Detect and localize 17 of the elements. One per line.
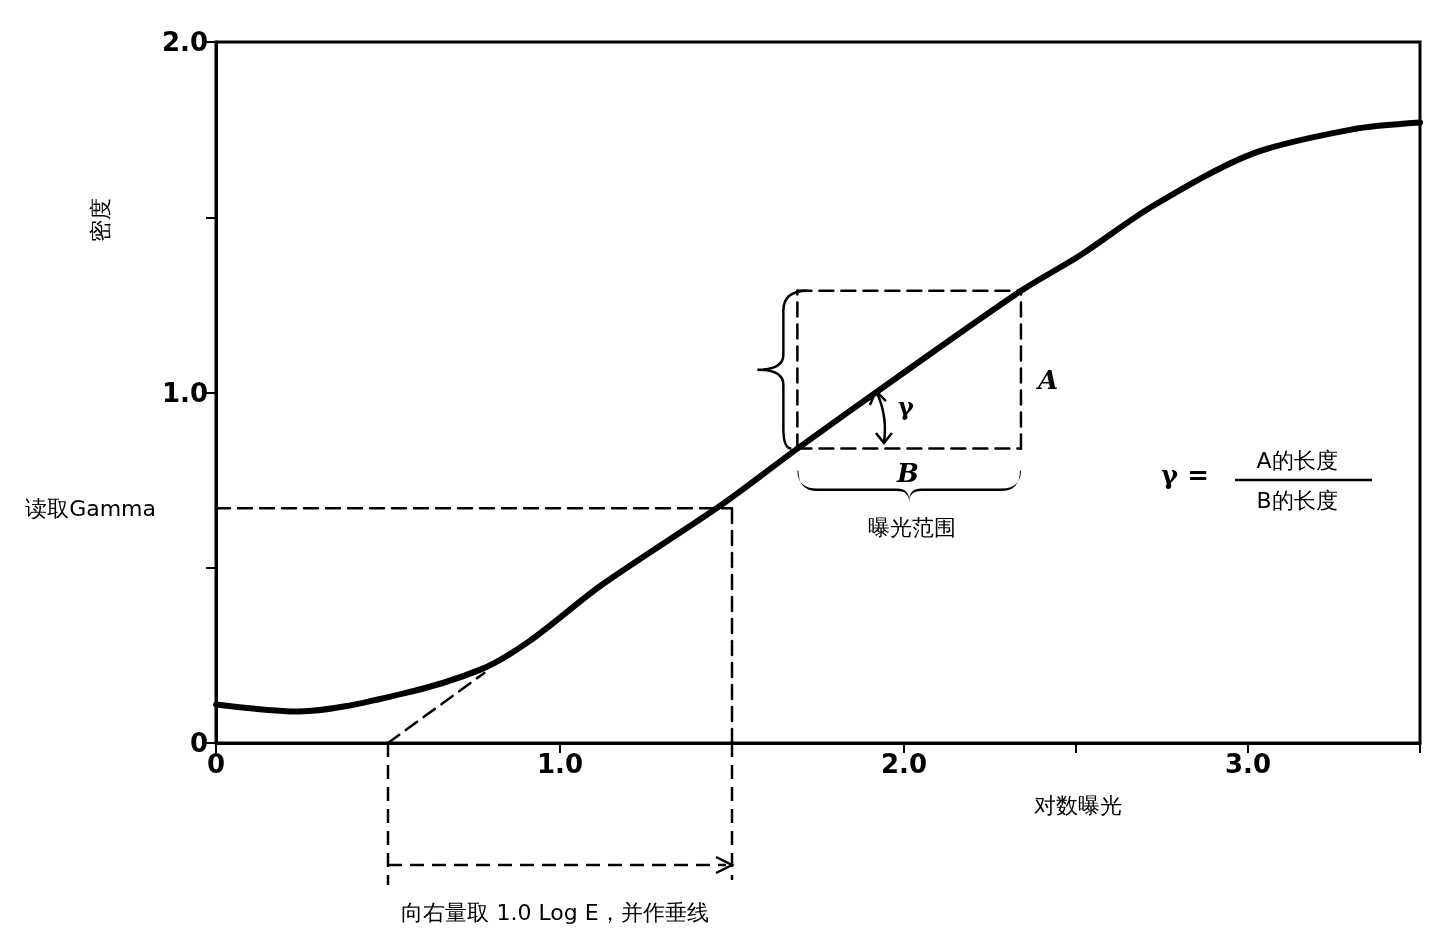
annotation: B的长度	[1256, 487, 1338, 513]
annotation: A的长度	[1256, 447, 1338, 473]
x-tick-label: 2.0	[880, 749, 928, 779]
y-tick-label: 1.0	[161, 377, 208, 408]
x-tick-label: 3.0	[1224, 749, 1272, 779]
annotation: A	[1034, 365, 1059, 395]
annotation: γ	[898, 392, 914, 422]
text: 向右量取 1.0 Log E，并作垂线	[401, 899, 709, 925]
y-axis-title: 密度	[87, 198, 113, 242]
annotation: γ =	[1160, 460, 1210, 490]
annotation: B	[896, 458, 919, 488]
annotation: 读取Gamma	[25, 495, 156, 521]
y-tick-label: 0	[189, 728, 208, 758]
annotation: 曝光范围	[868, 514, 956, 540]
x-axis-title: 对数曝光	[1034, 792, 1122, 818]
y-tick-label: 2.0	[161, 27, 208, 57]
x-tick-label: 1.0	[536, 749, 584, 779]
